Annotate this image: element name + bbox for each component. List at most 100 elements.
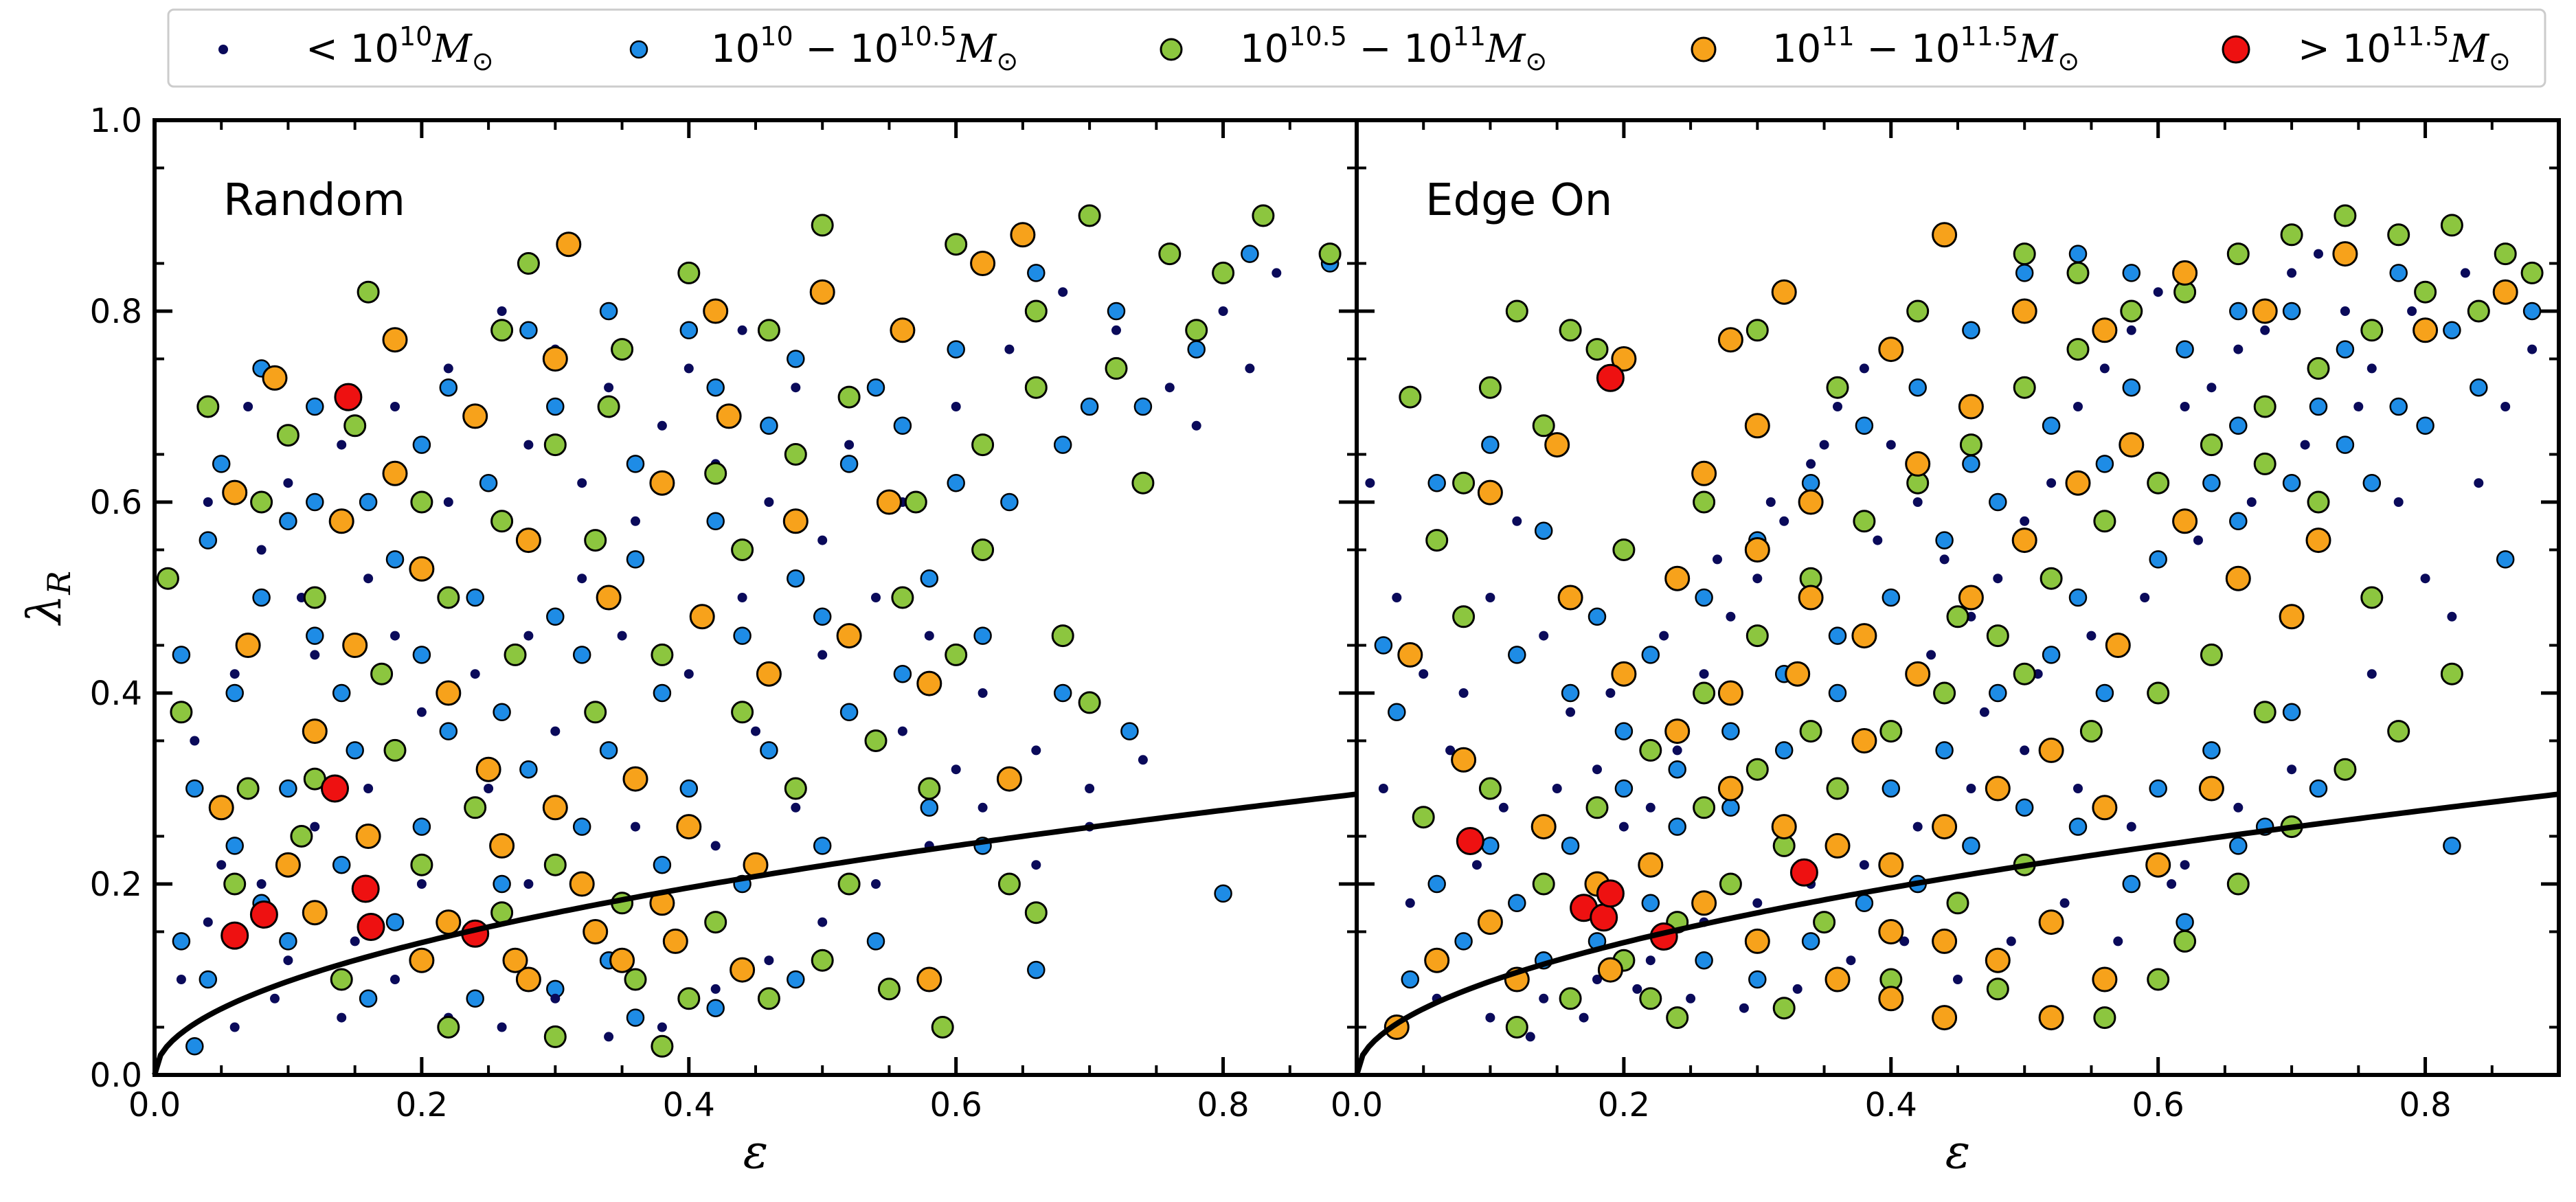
legend-exponent: 11	[1821, 21, 1854, 52]
legend-marker-m1	[218, 45, 228, 54]
point-m3-65	[1826, 376, 1849, 399]
point-m2-51	[493, 874, 511, 894]
point-m3-43	[1666, 1006, 1689, 1030]
point-m1-85	[390, 631, 400, 641]
point-m2-3	[412, 435, 431, 454]
point-m4-32	[208, 795, 234, 821]
point-m3-6	[1585, 796, 1609, 819]
point-m2-76	[947, 473, 965, 492]
point-m3-81	[1946, 892, 1969, 915]
point-m3-38	[1078, 691, 1101, 714]
point-m4-35	[382, 460, 408, 486]
point-m2-6	[1641, 646, 1660, 664]
point-m1-25	[2020, 516, 2030, 526]
point-m1-67	[229, 1022, 240, 1032]
x-tick-label: 0.6	[2132, 1086, 2184, 1124]
point-m4-57	[1744, 413, 1770, 439]
point-m2-83	[1962, 455, 1980, 473]
point-m3-69	[410, 853, 433, 876]
point-m3-69	[1693, 490, 1716, 514]
point-m2-20	[2389, 264, 2408, 282]
point-m1-22	[1939, 554, 1950, 565]
point-m1-82	[203, 497, 213, 507]
point-m2-65	[172, 932, 191, 951]
point-m2-21	[2443, 321, 2461, 340]
point-m1-52	[1966, 784, 1976, 793]
point-m2-71	[599, 302, 618, 321]
point-m3-0	[357, 280, 380, 304]
point-m1-36	[577, 574, 587, 584]
point-m2-9	[866, 378, 885, 397]
point-m2-78	[2229, 512, 2248, 531]
point-m1-48	[2180, 860, 2190, 870]
legend-exponent-2: 10.5	[899, 21, 957, 52]
point-m2-16	[2176, 340, 2194, 359]
point-m2-39	[1508, 894, 1526, 913]
point-m3-54	[2440, 662, 2463, 685]
point-m2-52	[412, 817, 431, 836]
legend-prefix: <	[306, 27, 350, 71]
point-m4-37	[2172, 508, 2198, 534]
point-m2-43	[1214, 884, 1232, 903]
point-m3-43	[731, 701, 754, 724]
point-m1-94	[2300, 440, 2310, 450]
y-tick-label: 0.8	[90, 293, 142, 331]
point-m3-78	[2200, 643, 2223, 666]
point-m3-61	[891, 586, 914, 609]
point-m1-64	[416, 879, 427, 889]
point-m1-74	[2167, 879, 2177, 889]
point-m3-30	[2200, 433, 2223, 457]
point-m3-75	[2013, 662, 2036, 685]
point-m4-28	[2198, 775, 2224, 802]
point-m1-4	[229, 669, 240, 679]
point-m4-58	[1798, 489, 1824, 515]
point-m1-82	[1659, 631, 1669, 641]
point-m3-3	[945, 233, 968, 256]
point-m2-58	[359, 989, 378, 1008]
point-m2-79	[2282, 473, 2301, 492]
point-m2-61	[626, 1008, 645, 1027]
point-m2-22	[2496, 550, 2515, 569]
point-m2-49	[1801, 932, 1820, 951]
point-m2-56	[2176, 913, 2194, 931]
point-m3-0	[1399, 385, 1422, 409]
point-m3-83	[1639, 987, 1662, 1010]
point-m4-34	[328, 508, 354, 534]
point-m2-35	[1721, 798, 1740, 817]
point-m1-56	[978, 802, 988, 813]
point-m1-57	[1031, 860, 1041, 870]
legend-separator: −	[793, 27, 850, 71]
point-m1-32	[2206, 383, 2217, 393]
point-m2-14	[2068, 245, 2088, 263]
point-m3-72	[1745, 758, 1769, 781]
point-m1-61	[1485, 1012, 1495, 1023]
point-m3-54	[837, 872, 861, 896]
point-m1-80	[523, 879, 534, 889]
point-m4-8	[890, 317, 916, 343]
point-m4-24	[1985, 775, 2011, 802]
point-m1-1	[203, 917, 213, 927]
point-m5-2	[351, 874, 380, 903]
point-m1-43	[283, 955, 293, 966]
point-m1-26	[1111, 325, 1121, 335]
point-m4-39	[489, 832, 515, 859]
point-m4-0	[556, 231, 582, 258]
point-m2-81	[2389, 397, 2408, 416]
point-m1-43	[2500, 402, 2511, 411]
point-m2-77	[1053, 435, 1072, 454]
point-m3-34	[1986, 624, 2009, 648]
point-m2-84	[787, 569, 805, 588]
point-m3-53	[2387, 720, 2410, 743]
point-m3-25	[2467, 299, 2490, 323]
point-m2-64	[866, 932, 885, 951]
point-m4-27	[2145, 852, 2171, 878]
x-axis-label-left: ε	[743, 1125, 769, 1179]
legend-label-m4: 1011 − 1011.5M⊙	[1772, 21, 2079, 76]
y-tick-label: 0.6	[90, 484, 142, 522]
point-m1-59	[1592, 975, 1602, 984]
point-m2-40	[1454, 932, 1473, 951]
point-m4-30	[409, 947, 435, 973]
point-m1-16	[817, 535, 828, 545]
point-m2-72	[1668, 760, 1686, 779]
point-m2-28	[172, 646, 191, 664]
